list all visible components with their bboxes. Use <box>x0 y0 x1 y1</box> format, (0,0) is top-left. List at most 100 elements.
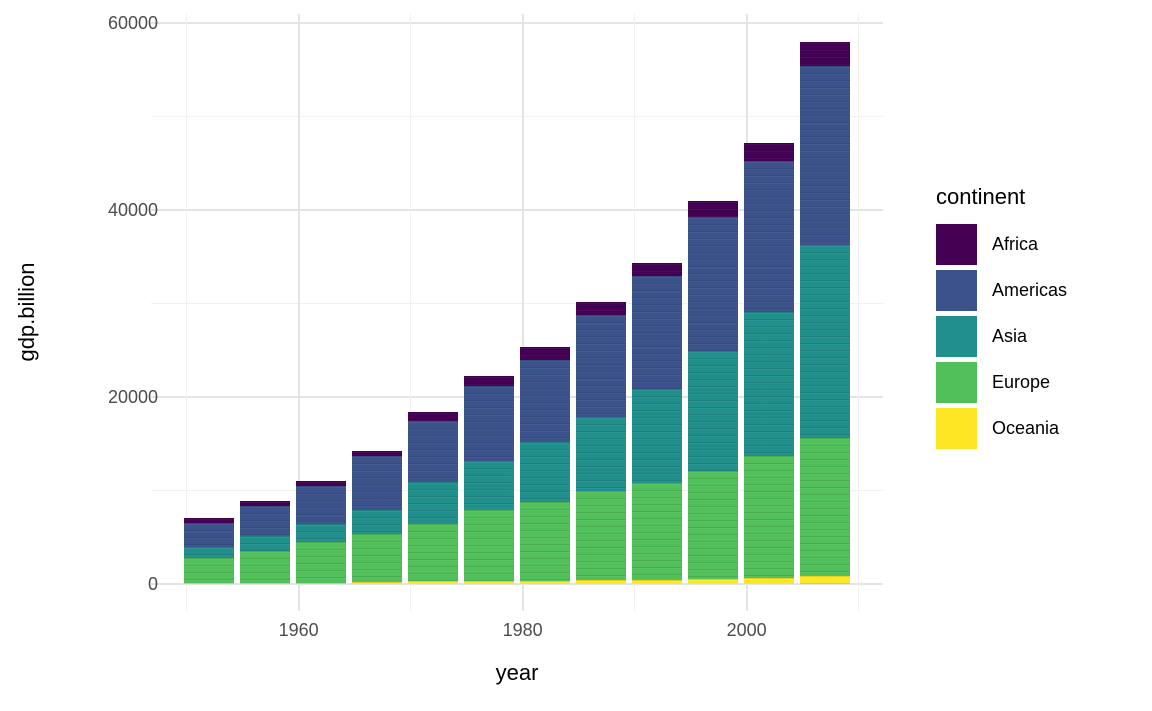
bar-segment-americas <box>240 505 290 536</box>
bar-segment-africa <box>632 262 682 276</box>
bar-segment-asia <box>632 388 682 484</box>
bar-segment-europe <box>240 551 290 583</box>
bar-segment-asia <box>744 312 794 456</box>
bar-segment-asia <box>296 523 346 543</box>
y-tick-label: 20000 <box>107 387 158 407</box>
bar-1982 <box>520 14 570 611</box>
legend-label: Asia <box>992 326 1028 346</box>
y-tick-label: 40000 <box>107 200 158 220</box>
y-major-gridline <box>151 209 883 211</box>
legend-item: Africa <box>936 224 1067 265</box>
bar-segment-americas <box>520 359 570 442</box>
bar-segment-oceania <box>240 582 290 584</box>
bar-segment-oceania <box>464 581 514 584</box>
x-minor-gridline <box>410 14 412 611</box>
x-axis-title: year <box>495 660 539 685</box>
legend-key-swatch <box>936 316 977 357</box>
legend-key-swatch <box>936 224 977 265</box>
bar-2007 <box>800 14 850 611</box>
bar-segment-asia <box>184 547 234 558</box>
legend: continent Africa Americas Asia Europe Oceani… <box>936 184 1067 454</box>
legend-label: Africa <box>992 234 1039 254</box>
bar-segment-americas <box>632 275 682 389</box>
bar-segment-asia <box>520 441 570 502</box>
bar-segment-americas <box>408 421 458 483</box>
bar-segment-americas <box>184 523 234 548</box>
bar-2002 <box>744 14 794 611</box>
bar-segment-africa <box>240 500 290 506</box>
bar-segment-americas <box>744 160 794 313</box>
y-major-gridline <box>151 396 883 398</box>
y-minor-gridline <box>151 303 883 304</box>
y-major-gridline <box>151 22 883 24</box>
bar-segment-europe <box>352 533 402 583</box>
bar-segment-oceania <box>296 582 346 584</box>
legend-item: Europe <box>936 362 1067 403</box>
bar-segment-americas <box>576 314 626 417</box>
bar-segment-europe <box>800 438 850 577</box>
bar-segment-europe <box>688 470 738 579</box>
bar-segment-africa <box>464 375 514 387</box>
bar-1997 <box>688 14 738 611</box>
y-tick-label: 0 <box>147 574 158 594</box>
bar-segment-asia <box>408 482 458 524</box>
bar-1962 <box>296 14 346 611</box>
bar-segment-asia <box>800 244 850 439</box>
legend-item: Americas <box>936 270 1067 311</box>
bar-1967 <box>352 14 402 611</box>
plot-panel <box>151 14 883 611</box>
bar-segment-africa <box>688 201 738 218</box>
bar-segment-africa <box>800 41 850 66</box>
bar-segment-africa <box>520 347 570 360</box>
legend-key-swatch <box>936 270 977 311</box>
legend-item: Oceania <box>936 408 1067 449</box>
bar-segment-asia <box>576 416 626 491</box>
bar-segment-africa <box>744 143 794 161</box>
bar-segment-africa <box>352 450 402 457</box>
bar-segment-africa <box>576 302 626 315</box>
bar-segment-americas <box>800 65 850 245</box>
legend-key-swatch <box>936 362 977 403</box>
bar-segment-americas <box>296 486 346 524</box>
x-tick-label: 2000 <box>726 620 767 640</box>
bar-segment-africa <box>296 480 346 487</box>
bar-segment-oceania <box>744 577 794 584</box>
bar-segment-asia <box>688 350 738 471</box>
bar-segment-europe <box>296 542 346 583</box>
bar-1952 <box>184 14 234 611</box>
bar-segment-asia <box>464 460 514 510</box>
bar-segment-europe <box>184 558 234 583</box>
bar-segment-europe <box>576 490 626 580</box>
bar-segment-oceania <box>688 578 738 584</box>
bar-1987 <box>576 14 626 611</box>
bar-segment-americas <box>464 386 514 461</box>
legend-title: continent <box>936 184 1026 209</box>
bar-segment-europe <box>464 509 514 582</box>
bar-segment-americas <box>688 217 738 351</box>
y-tick-label: 60000 <box>107 13 158 33</box>
x-major-gridline <box>297 14 300 611</box>
x-tick-label: 1960 <box>278 620 319 640</box>
bar-segment-oceania <box>352 582 402 584</box>
bar-segment-asia <box>352 509 402 534</box>
x-minor-gridline <box>186 14 188 611</box>
bar-segment-oceania <box>576 579 626 584</box>
legend-label: Oceania <box>992 418 1060 438</box>
bar-1992 <box>632 14 682 611</box>
legend-key-swatch <box>936 408 977 449</box>
bar-segment-oceania <box>408 581 458 584</box>
bar-1977 <box>464 14 514 611</box>
bar-segment-europe <box>408 523 458 582</box>
bar-segment-europe <box>520 501 570 581</box>
legend-items: Africa Americas Asia Europe Oceania <box>936 224 1067 449</box>
bar-1957 <box>240 14 290 611</box>
legend-item: Asia <box>936 316 1067 357</box>
bar-segment-africa <box>408 412 458 422</box>
bar-segment-europe <box>744 455 794 578</box>
y-axis-title: gdp.billion <box>14 262 39 362</box>
bar-segment-oceania <box>632 579 682 584</box>
legend-label: Europe <box>992 372 1051 392</box>
bar-segment-oceania <box>520 580 570 584</box>
bar-1972 <box>408 14 458 611</box>
